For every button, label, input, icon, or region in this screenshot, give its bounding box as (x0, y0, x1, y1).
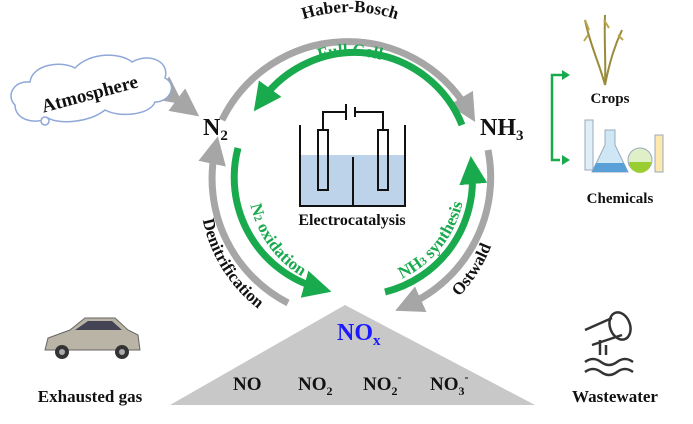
full-cell-label: Full Cell (315, 40, 385, 63)
electrocatalysis-label: Electrocatalysis (298, 212, 405, 229)
nox-species: NO NO2 NO2- NO3- (233, 370, 469, 398)
haber-bosch-label: Haber-Bosch (299, 0, 401, 23)
full-cell-arrow (253, 49, 466, 127)
wastewater-pipe-icon (584, 311, 634, 377)
haber-bosch-arrow (218, 38, 476, 123)
species-no: NO (233, 374, 262, 395)
species-nitrate: NO3- (430, 370, 469, 398)
ostwald-arrow (395, 149, 495, 313)
nox-triangle (170, 305, 535, 405)
nox-node: NOx (337, 320, 381, 349)
chemical-flasks-icon (584, 119, 664, 173)
atmosphere-exchange-arrow (152, 76, 200, 117)
nh3-synthesis-arrow (384, 156, 488, 296)
n2-node: N2 (203, 115, 228, 144)
electrochemical-cell-icon (299, 104, 406, 207)
wastewater-label: Wastewater (572, 387, 658, 406)
rice-crop-icon (583, 14, 624, 86)
bracket-arrow (550, 73, 562, 162)
denitrification-arrow (198, 136, 290, 307)
exhausted-gas-label: Exhausted gas (38, 387, 143, 406)
nh3-node: NH3 (480, 115, 524, 144)
n2-oxidation-arrow (230, 147, 332, 298)
crops-label: Crops (591, 91, 630, 107)
bracket-arrowheads (562, 70, 570, 165)
car-icon (44, 317, 141, 359)
species-nitrite: NO2- (363, 370, 402, 398)
species-no2: NO2 (298, 374, 333, 398)
chemicals-label: Chemicals (587, 191, 654, 207)
cloud-icon (10, 54, 173, 126)
